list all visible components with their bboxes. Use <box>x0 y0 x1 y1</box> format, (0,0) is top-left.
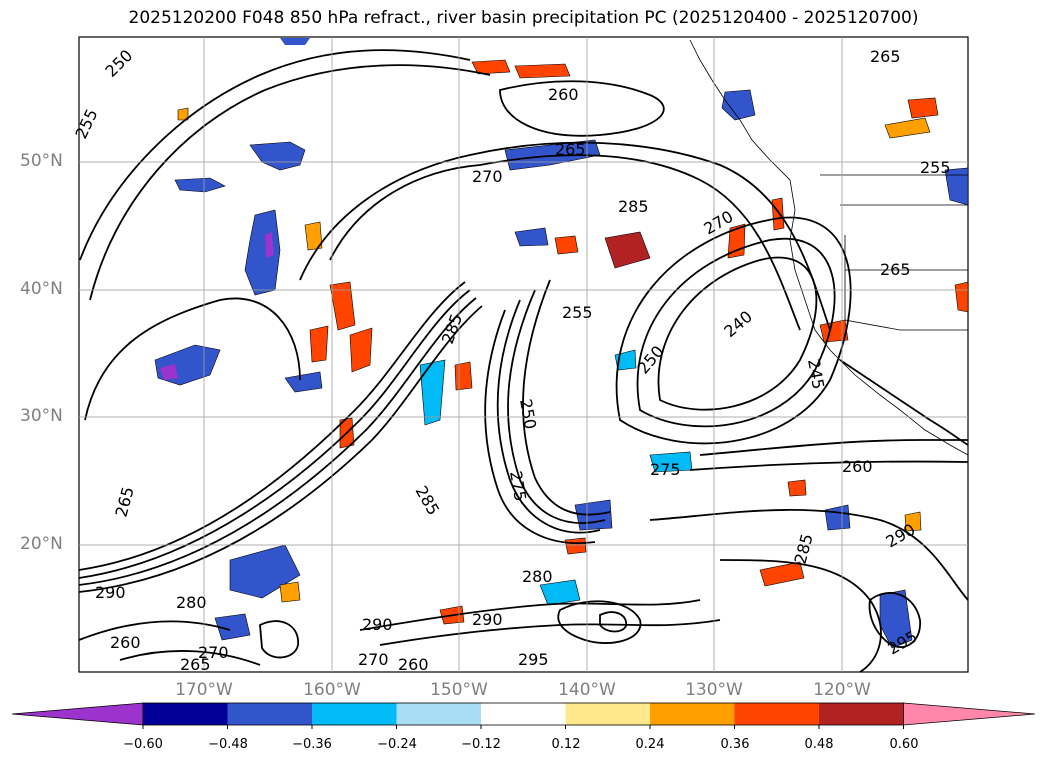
contour-label: 260 <box>842 457 873 476</box>
contour-label: 290 <box>362 615 393 634</box>
contour-label: 280 <box>522 567 553 586</box>
map-frame <box>78 36 969 673</box>
colorbar-segment <box>734 703 819 725</box>
contour-label: 255 <box>562 303 593 322</box>
precipitation-pc-shading <box>154 38 969 649</box>
lon-label: 140°W <box>558 680 616 700</box>
colorbar-extend-max <box>903 702 1036 726</box>
colorbar-segment <box>481 703 566 725</box>
contour-label: 270 <box>472 167 503 186</box>
colorbar-segment <box>227 703 312 725</box>
contour-label: 260 <box>110 633 141 652</box>
contour-label: 295 <box>518 650 549 669</box>
contour-label: 265 <box>870 47 901 66</box>
colorbar-tick-label: 0.24 <box>635 737 665 752</box>
colorbar-tick-label: −0.48 <box>208 737 248 752</box>
contour-label: 290 <box>472 610 503 629</box>
colorbar-segment <box>565 703 650 725</box>
colorbar-segment <box>396 703 481 725</box>
contour-label: 265 <box>180 655 211 674</box>
colorbar-tick-label: 0.60 <box>889 737 919 752</box>
contour-label: 265 <box>880 260 911 279</box>
colorbar-segment <box>143 703 228 725</box>
refractivity-contours <box>78 49 969 673</box>
colorbar-tick-label: 0.12 <box>551 737 581 752</box>
colorbar-outline <box>142 702 904 726</box>
lat-label: 50°N <box>20 151 63 171</box>
contour-label: 260 <box>398 655 429 674</box>
contour-label: 265 <box>555 140 586 159</box>
contour-label: 275 <box>650 460 681 479</box>
contour-label: 285 <box>618 197 649 216</box>
lon-label: 160°W <box>303 680 361 700</box>
contour-label: 280 <box>176 593 207 612</box>
lon-label: 130°W <box>685 680 743 700</box>
coastline <box>689 39 969 456</box>
colorbar-tick-label: −0.60 <box>123 737 163 752</box>
colorbar-tick-label: 0.36 <box>720 737 750 752</box>
colorbar-tick-label: −0.24 <box>377 737 417 752</box>
map-title: 2025120200 F048 850 hPa refract., river … <box>128 8 919 28</box>
graticule <box>79 37 968 672</box>
contour-label: 260 <box>548 85 579 104</box>
colorbar-extend-min <box>11 702 144 726</box>
colorbar-segment <box>650 703 735 725</box>
lat-label: 30°N <box>20 406 63 426</box>
colorbar-tick-label: 0.48 <box>804 737 834 752</box>
contour-label: 255 <box>920 158 951 177</box>
colorbar-tick-label: −0.12 <box>461 737 501 752</box>
lon-label: 150°W <box>430 680 488 700</box>
contour-label: 270 <box>198 643 229 662</box>
colorbar-segment <box>819 703 904 725</box>
lon-label: 170°W <box>175 680 233 700</box>
lon-label: 120°W <box>813 680 871 700</box>
colorbar-tick-label: −0.36 <box>292 737 332 752</box>
colorbar-segment <box>312 703 397 725</box>
lat-label: 20°N <box>20 534 63 554</box>
lat-label: 40°N <box>20 279 63 299</box>
contour-label: 270 <box>358 650 389 669</box>
contour-label: 290 <box>95 583 126 602</box>
colorbar <box>11 702 1036 729</box>
